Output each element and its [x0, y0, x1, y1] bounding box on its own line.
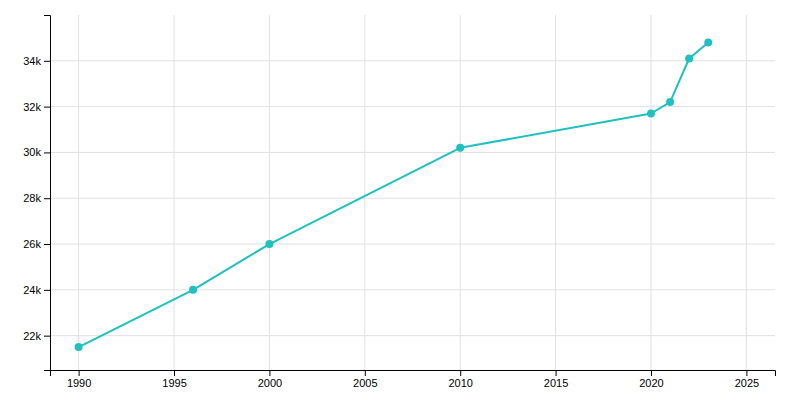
x-tick-label: 1990: [67, 377, 91, 389]
x-tick-mark: [556, 370, 557, 376]
y-tick-mark: [44, 198, 50, 199]
y-grid-line: [50, 335, 775, 336]
y-tick-label: 34k: [23, 55, 41, 67]
y-tick-label: 22k: [23, 330, 41, 342]
y-tick: 24k: [23, 284, 50, 296]
x-tick-mark: [651, 370, 652, 376]
x-tick-label: 1995: [162, 377, 186, 389]
y-tick-label: 32k: [23, 101, 41, 113]
x-tick: 2020: [639, 370, 663, 389]
y-axis: 22k 24k 26k 28k 30k 32k 34k: [23, 16, 50, 371]
y-axis-line: [44, 16, 51, 371]
x-grid-line: [78, 15, 79, 370]
x-grid-line: [746, 15, 747, 370]
point: [647, 109, 655, 117]
x-tick: 2010: [448, 370, 472, 389]
y-grid-line: [50, 60, 775, 61]
point: [666, 98, 674, 106]
x-tick-mark: [174, 370, 175, 376]
x-tick-mark: [365, 370, 366, 376]
point: [704, 38, 712, 46]
y-tick-label: 26k: [23, 238, 41, 250]
y-tick-mark: [44, 336, 50, 337]
y-grid-line: [50, 106, 775, 107]
line: [79, 42, 709, 347]
point: [456, 144, 464, 152]
y-tick-mark: [44, 290, 50, 291]
x-tick: 1995: [162, 370, 186, 389]
plot-area: 1990 1995 2000 2005 2010 2015 2020 2025 22k 24k 26…: [23, 15, 775, 389]
y-tick: 28k: [23, 192, 50, 204]
x-tick-mark: [746, 370, 747, 376]
x-grid-line: [555, 15, 556, 370]
y-grid-line: [50, 198, 775, 199]
point: [189, 286, 197, 294]
x-axis: 1990 1995 2000 2005 2010 2015 2020 2025: [51, 370, 776, 389]
y-tick-mark: [44, 61, 50, 62]
x-tick: 2015: [544, 370, 568, 389]
y-tick-label: 30k: [23, 146, 41, 158]
x-grid-line: [174, 15, 175, 370]
y-grid-line: [50, 152, 775, 153]
y-tick-mark: [44, 107, 50, 108]
x-tick-mark: [269, 370, 270, 376]
x-tick-label: 2020: [639, 377, 663, 389]
x-grid-line: [364, 15, 365, 370]
x-tick: 2025: [735, 370, 759, 389]
grid: [50, 15, 775, 370]
x-tick: 2000: [258, 370, 282, 389]
x-grid-line: [269, 15, 270, 370]
x-grid-line: [460, 15, 461, 370]
y-tick-mark: [44, 152, 50, 153]
x-tick-label: 2015: [544, 377, 568, 389]
x-tick-label: 2000: [258, 377, 282, 389]
y-tick-label: 24k: [23, 284, 41, 296]
x-tick-mark: [79, 370, 80, 376]
y-tick: 32k: [23, 101, 50, 113]
y-tick: 22k: [23, 330, 50, 342]
y-tick-label: 28k: [23, 192, 41, 204]
chart: 1990 1995 2000 2005 2010 2015 2020 2025 22k 24k 26…: [0, 0, 800, 400]
x-tick-label: 2005: [353, 377, 377, 389]
y-tick: 30k: [23, 146, 50, 158]
y-tick: 26k: [23, 238, 50, 250]
y-grid-line: [50, 289, 775, 290]
x-tick-label: 2025: [735, 377, 759, 389]
x-tick: 2005: [353, 370, 377, 389]
x-axis-line: [51, 371, 776, 377]
marks: [75, 38, 713, 351]
x-grid-line: [650, 15, 651, 370]
y-grid-line: [50, 244, 775, 245]
x-tick-mark: [460, 370, 461, 376]
point: [685, 55, 693, 63]
x-tick: 1990: [67, 370, 91, 389]
y-tick: 34k: [23, 55, 50, 67]
y-tick-mark: [44, 244, 50, 245]
x-tick-label: 2010: [448, 377, 472, 389]
point: [265, 240, 273, 248]
point: [75, 343, 83, 351]
